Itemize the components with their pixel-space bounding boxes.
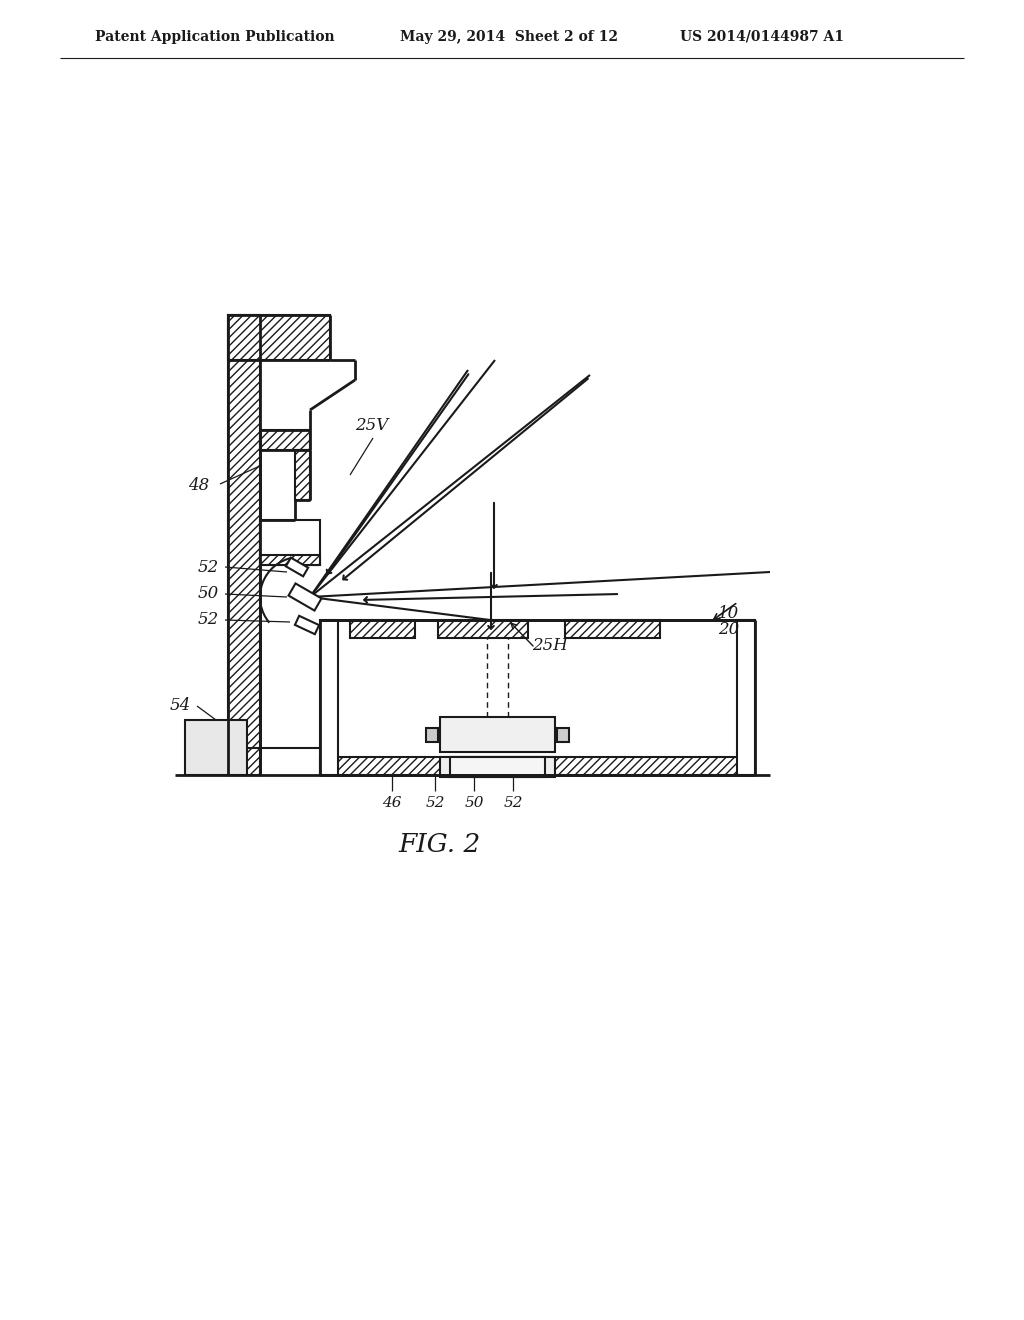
Text: 10: 10 xyxy=(718,605,739,622)
Text: 25V: 25V xyxy=(355,417,388,433)
Bar xyxy=(260,430,310,450)
Bar xyxy=(438,620,528,638)
Bar xyxy=(565,620,660,638)
Text: Patent Application Publication: Patent Application Publication xyxy=(95,30,335,44)
Text: 46: 46 xyxy=(382,796,401,810)
Bar xyxy=(228,315,330,360)
Text: 50: 50 xyxy=(198,586,219,602)
Bar xyxy=(450,756,545,777)
Text: 52: 52 xyxy=(198,558,219,576)
Bar xyxy=(426,729,438,742)
Text: FIG. 2: FIG. 2 xyxy=(399,833,481,858)
Bar xyxy=(228,315,260,775)
Bar xyxy=(350,620,415,638)
Bar xyxy=(295,450,310,500)
Bar xyxy=(440,756,555,777)
Polygon shape xyxy=(295,616,319,634)
Polygon shape xyxy=(286,557,308,577)
Text: 20: 20 xyxy=(718,622,739,639)
Text: 52: 52 xyxy=(198,611,219,628)
Bar xyxy=(260,520,319,565)
Bar xyxy=(260,554,319,565)
Text: 54: 54 xyxy=(170,697,191,714)
Bar xyxy=(319,756,755,775)
Bar xyxy=(319,620,338,775)
Bar xyxy=(737,620,755,775)
Text: 52: 52 xyxy=(503,796,522,810)
Text: 48: 48 xyxy=(188,477,209,494)
Text: 52: 52 xyxy=(425,796,444,810)
Bar xyxy=(557,729,569,742)
Bar xyxy=(185,719,247,775)
Text: US 2014/0144987 A1: US 2014/0144987 A1 xyxy=(680,30,844,44)
Text: 25H: 25H xyxy=(532,638,567,655)
Text: 50: 50 xyxy=(464,796,483,810)
Bar xyxy=(440,717,555,752)
Text: May 29, 2014  Sheet 2 of 12: May 29, 2014 Sheet 2 of 12 xyxy=(400,30,618,44)
Polygon shape xyxy=(289,583,322,611)
